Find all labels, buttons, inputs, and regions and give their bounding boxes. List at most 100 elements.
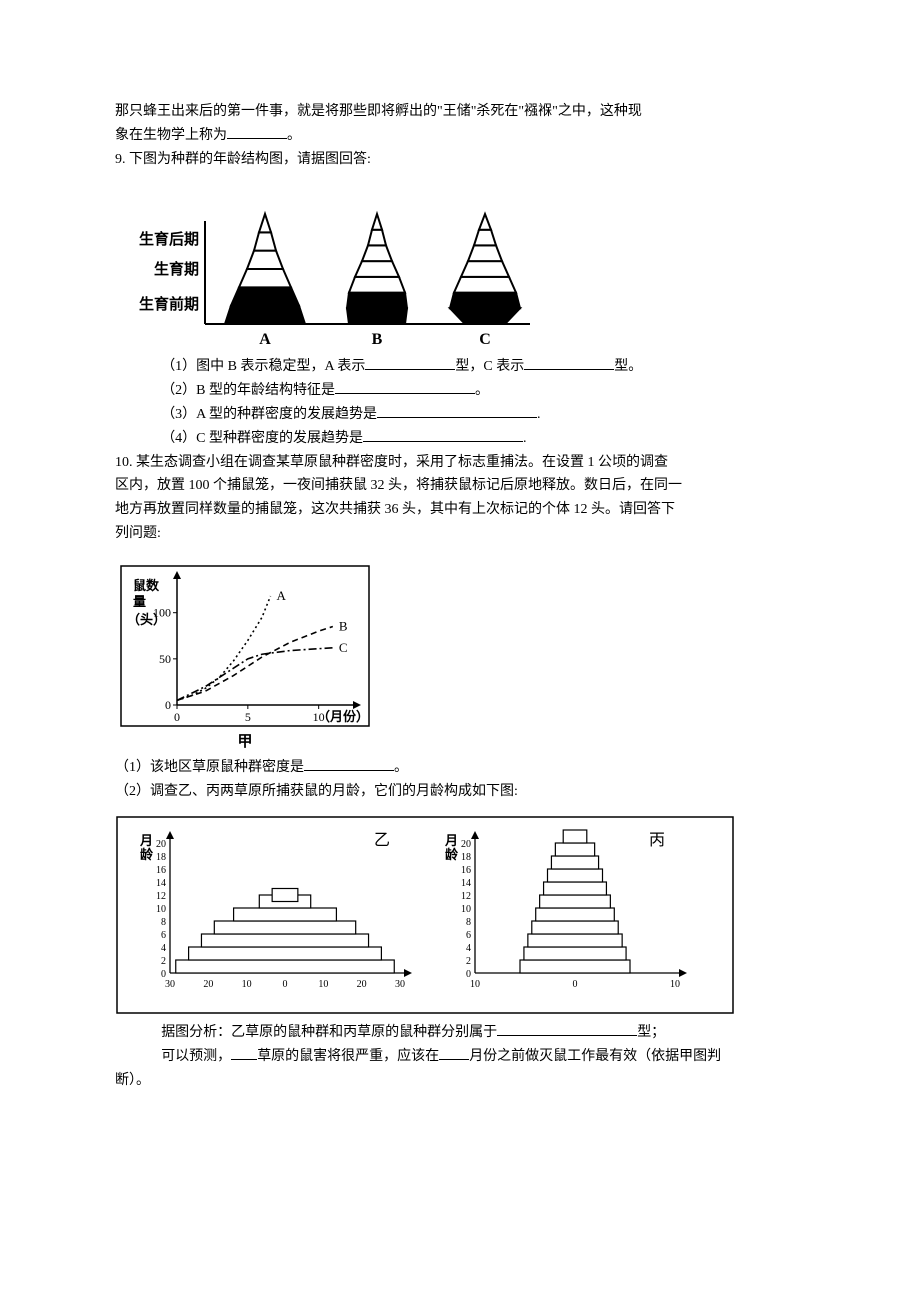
- svg-text:（月份）: （月份）: [317, 709, 369, 724]
- q10-concl1: 据图分析：乙草原的鼠种群和丙草原的鼠种群分别属于 型；: [115, 1021, 805, 1045]
- svg-text:生育后期: 生育后期: [139, 230, 199, 248]
- svg-text:50: 50: [159, 652, 171, 666]
- svg-text:月: 月: [139, 833, 153, 848]
- blank: [497, 1021, 637, 1036]
- q9-sub1-b: 型，C 表示: [455, 359, 524, 374]
- svg-text:20: 20: [203, 979, 213, 990]
- svg-text:10: 10: [461, 904, 471, 915]
- q9-sub2: （2）B 型的年龄结构特征是 。: [115, 379, 805, 403]
- svg-text:鼠数: 鼠数: [133, 578, 160, 593]
- svg-text:C: C: [339, 640, 348, 655]
- svg-text:12: 12: [461, 891, 471, 902]
- svg-text:6: 6: [161, 930, 166, 941]
- svg-text:2: 2: [466, 956, 471, 967]
- svg-text:龄: 龄: [445, 847, 459, 862]
- svg-text:14: 14: [461, 878, 471, 889]
- q9-sub1-a: （1）图中 B 表示稳定型，A 表示: [161, 359, 365, 374]
- q9-sub2-a: （2）B 型的年龄结构特征是: [161, 383, 335, 398]
- svg-text:6: 6: [466, 930, 471, 941]
- svg-text:8: 8: [161, 917, 166, 928]
- blank: [439, 1045, 469, 1060]
- svg-text:龄: 龄: [140, 847, 154, 862]
- q9-sub1-c: 型。: [614, 359, 642, 374]
- q9-sub3-a: （3）A 型的种群密度的发展趋势是: [161, 407, 377, 422]
- svg-text:12: 12: [156, 891, 166, 902]
- svg-text:生育前期: 生育前期: [139, 295, 199, 313]
- intro-line2-b: 。: [287, 128, 301, 143]
- svg-text:16: 16: [461, 865, 471, 876]
- q10-concl1-a: 据图分析：乙草原的鼠种群和丙草原的鼠种群分别属于: [161, 1025, 497, 1040]
- q10-sub1-a: （1）该地区草原鼠种群密度是: [115, 760, 304, 775]
- svg-text:（头）: （头）: [127, 612, 166, 627]
- svg-text:10: 10: [670, 979, 680, 990]
- blank: [231, 1045, 257, 1060]
- q10-chart-jia: 0501000510鼠数量（头）（月份）ABC甲: [115, 560, 805, 750]
- svg-text:18: 18: [156, 852, 166, 863]
- q9-sub3-b: .: [537, 407, 541, 422]
- q9-sub3: （3）A 型的种群密度的发展趋势是.: [115, 403, 805, 427]
- svg-text:丙: 丙: [649, 832, 665, 849]
- svg-text:2: 2: [161, 956, 166, 967]
- q10-concl2-c: 月份之前做灭鼠工作最有效（依据甲图判: [469, 1049, 721, 1064]
- q10-concl2-a: 可以预测，: [161, 1049, 231, 1064]
- blank: [304, 756, 394, 771]
- blank: [363, 427, 523, 442]
- q10-p3: 地方再放置同样数量的捕鼠笼，这次共捕获 36 头，其中有上次标记的个体 12 头…: [115, 498, 805, 522]
- intro-line1: 那只蜂王出来后的第一件事，就是将那些即将孵出的"王储"杀死在"襁褓"之中，这种现: [115, 100, 805, 124]
- svg-text:8: 8: [466, 917, 471, 928]
- svg-text:0: 0: [573, 979, 578, 990]
- q10-sub1-b: 。: [394, 760, 408, 775]
- intro-line2-a: 象在生物学上称为: [115, 128, 227, 143]
- blank: [524, 355, 614, 370]
- intro-line2: 象在生物学上称为 。: [115, 124, 805, 148]
- svg-text:甲: 甲: [237, 733, 252, 750]
- svg-text:4: 4: [466, 943, 471, 954]
- q9-figure: 生育后期生育期生育前期 A B C: [115, 179, 805, 349]
- blank: [335, 379, 475, 394]
- q10-p1: 10. 某生态调查小组在调查某草原鼠种群密度时，采用了标志重捕法。在设置 1 公…: [115, 451, 805, 475]
- svg-text:A: A: [277, 588, 287, 603]
- q10-concl2: 可以预测， 草原的鼠害将很严重，应该在 月份之前做灭鼠工作最有效（依据甲图判: [115, 1045, 805, 1069]
- svg-text:5: 5: [245, 710, 251, 724]
- q10-sub1: （1）该地区草原鼠种群密度是 。: [115, 756, 805, 780]
- svg-text:月: 月: [444, 833, 458, 848]
- svg-text:18: 18: [461, 852, 471, 863]
- svg-text:生育期: 生育期: [154, 260, 199, 278]
- q10-concl2-b: 草原的鼠害将很严重，应该在: [257, 1049, 439, 1064]
- q10-p4: 列问题:: [115, 522, 805, 546]
- svg-text:30: 30: [395, 979, 405, 990]
- svg-text:16: 16: [156, 865, 166, 876]
- svg-text:B: B: [339, 618, 348, 633]
- svg-text:10: 10: [242, 979, 252, 990]
- svg-text:0: 0: [283, 979, 288, 990]
- blank: [227, 124, 287, 139]
- svg-text:30: 30: [165, 979, 175, 990]
- q9-prompt: 9. 下图为种群的年龄结构图，请据图回答:: [115, 148, 805, 172]
- svg-text:量: 量: [133, 594, 146, 609]
- blank: [377, 403, 537, 418]
- q9-sub4-b: .: [523, 431, 527, 446]
- svg-text:乙: 乙: [374, 832, 390, 849]
- svg-text:20: 20: [461, 839, 471, 850]
- q10-concl1-b: 型；: [637, 1025, 665, 1040]
- q9-sub4-a: （4）C 型种群密度的发展趋势是: [161, 431, 363, 446]
- q10-p2: 区内，放置 100 个捕鼠笼，一夜间捕获鼠 32 头，将捕获鼠标记后原地释放。数…: [115, 474, 805, 498]
- q9-sub1: （1）图中 B 表示稳定型，A 表示 型，C 表示 型。: [115, 355, 805, 379]
- q10-pyramids: 02468101214161820月龄3020100102030乙0246810…: [115, 815, 805, 1015]
- q10-sub2: （2）调查乙、丙两草原所捕获鼠的月龄，它们的月龄构成如下图:: [115, 780, 805, 804]
- q9-sub4: （4）C 型种群密度的发展趋势是.: [115, 427, 805, 451]
- svg-text:10: 10: [318, 979, 328, 990]
- svg-text:10: 10: [470, 979, 480, 990]
- svg-text:0: 0: [174, 710, 180, 724]
- q10-concl3: 断）。: [115, 1069, 805, 1093]
- svg-text:10: 10: [156, 904, 166, 915]
- svg-text:14: 14: [156, 878, 166, 889]
- svg-text:B: B: [372, 331, 383, 348]
- svg-text:20: 20: [156, 839, 166, 850]
- q9-sub2-b: 。: [475, 383, 489, 398]
- svg-text:A: A: [259, 331, 271, 348]
- svg-text:0: 0: [165, 698, 171, 712]
- svg-text:20: 20: [357, 979, 367, 990]
- svg-text:C: C: [479, 331, 491, 348]
- svg-text:4: 4: [161, 943, 166, 954]
